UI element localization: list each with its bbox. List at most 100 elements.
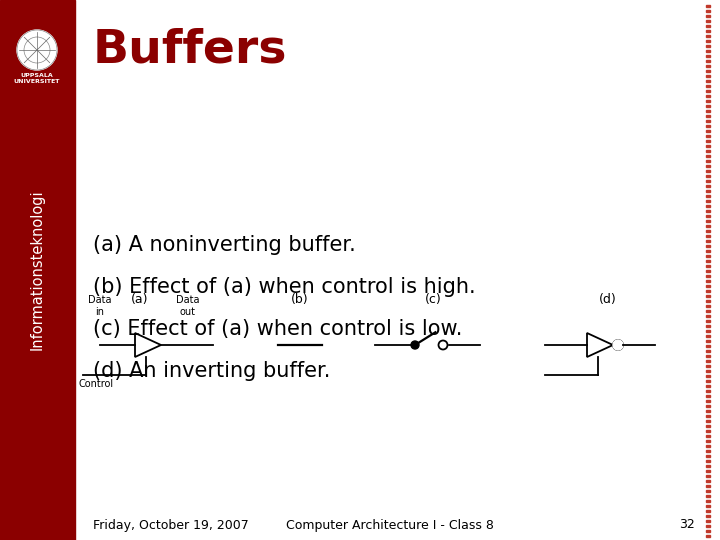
Bar (706, 99, 710, 102)
Bar (706, 389, 710, 392)
Bar (706, 409, 710, 412)
Bar (706, 375, 710, 377)
Text: Data
in: Data in (89, 295, 112, 317)
Bar (706, 314, 710, 317)
Bar (706, 210, 710, 212)
Bar (706, 24, 710, 27)
Text: (c): (c) (425, 294, 441, 307)
Bar (706, 139, 710, 142)
Bar (706, 214, 710, 217)
Bar (706, 125, 710, 127)
Circle shape (411, 341, 419, 349)
Bar (706, 254, 710, 257)
Text: (b) Effect of (a) when control is high.: (b) Effect of (a) when control is high. (93, 277, 476, 297)
Bar (706, 289, 710, 292)
Bar (706, 320, 710, 322)
Bar (706, 94, 710, 97)
Bar (706, 404, 710, 407)
Text: (a) A noninverting buffer.: (a) A noninverting buffer. (93, 235, 356, 255)
Text: Buffers: Buffers (93, 28, 287, 72)
Bar (706, 364, 710, 367)
Bar (706, 325, 710, 327)
Bar (706, 10, 710, 12)
Bar (706, 360, 710, 362)
Text: Informationsteknologi: Informationsteknologi (30, 190, 45, 350)
Bar (706, 294, 710, 297)
Text: 32: 32 (679, 518, 695, 531)
Circle shape (613, 340, 623, 350)
Bar (706, 30, 710, 32)
Bar (706, 469, 710, 472)
Bar (706, 19, 710, 22)
Bar (706, 369, 710, 372)
Bar (706, 75, 710, 77)
Bar (706, 300, 710, 302)
Bar (706, 194, 710, 197)
Bar (706, 435, 710, 437)
Bar (706, 500, 710, 502)
Bar (0, 0, 75, 540)
Bar (706, 105, 710, 107)
Bar (706, 440, 710, 442)
Text: (d) An inverting buffer.: (d) An inverting buffer. (93, 361, 330, 381)
Bar (706, 245, 710, 247)
Bar (706, 444, 710, 447)
Text: UPPSALA
UNIVERSITET: UPPSALA UNIVERSITET (14, 73, 60, 84)
Bar (706, 219, 710, 222)
Bar (706, 530, 710, 532)
Bar (706, 15, 710, 17)
Bar (706, 4, 710, 7)
Bar (706, 309, 710, 312)
Text: (c) Effect of (a) when control is low.: (c) Effect of (a) when control is low. (93, 319, 462, 339)
Bar (706, 114, 710, 117)
Bar (706, 415, 710, 417)
Bar (706, 119, 710, 122)
Bar (706, 280, 710, 282)
Bar (706, 429, 710, 432)
Bar (706, 535, 710, 537)
Bar (706, 489, 710, 492)
Bar (706, 449, 710, 452)
Bar (706, 400, 710, 402)
Bar (706, 225, 710, 227)
Circle shape (17, 30, 57, 70)
Bar (706, 380, 710, 382)
Text: Friday, October 19, 2007: Friday, October 19, 2007 (93, 518, 248, 531)
Bar (706, 150, 710, 152)
Circle shape (438, 341, 448, 349)
Bar (706, 130, 710, 132)
Bar (706, 524, 710, 527)
Bar (706, 170, 710, 172)
Bar (706, 154, 710, 157)
Bar (706, 340, 710, 342)
Bar (706, 260, 710, 262)
Bar (706, 165, 710, 167)
Bar (706, 519, 710, 522)
Bar (706, 424, 710, 427)
Bar (706, 159, 710, 162)
Text: (b): (b) (291, 294, 309, 307)
Bar (706, 460, 710, 462)
Text: (a): (a) (131, 294, 149, 307)
Bar (706, 84, 710, 87)
Bar (706, 249, 710, 252)
Bar (706, 354, 710, 357)
Bar (706, 349, 710, 352)
Bar (706, 510, 710, 512)
Bar (706, 185, 710, 187)
Bar (706, 274, 710, 277)
Bar (706, 475, 710, 477)
Bar (706, 190, 710, 192)
Bar (706, 420, 710, 422)
Bar (706, 395, 710, 397)
Bar (706, 495, 710, 497)
Bar (706, 230, 710, 232)
Text: Data
out: Data out (176, 295, 199, 317)
Bar (706, 285, 710, 287)
Bar (706, 59, 710, 62)
Bar (706, 345, 710, 347)
Bar (706, 334, 710, 337)
Bar (706, 179, 710, 182)
Text: (d): (d) (599, 294, 617, 307)
Bar (706, 240, 710, 242)
